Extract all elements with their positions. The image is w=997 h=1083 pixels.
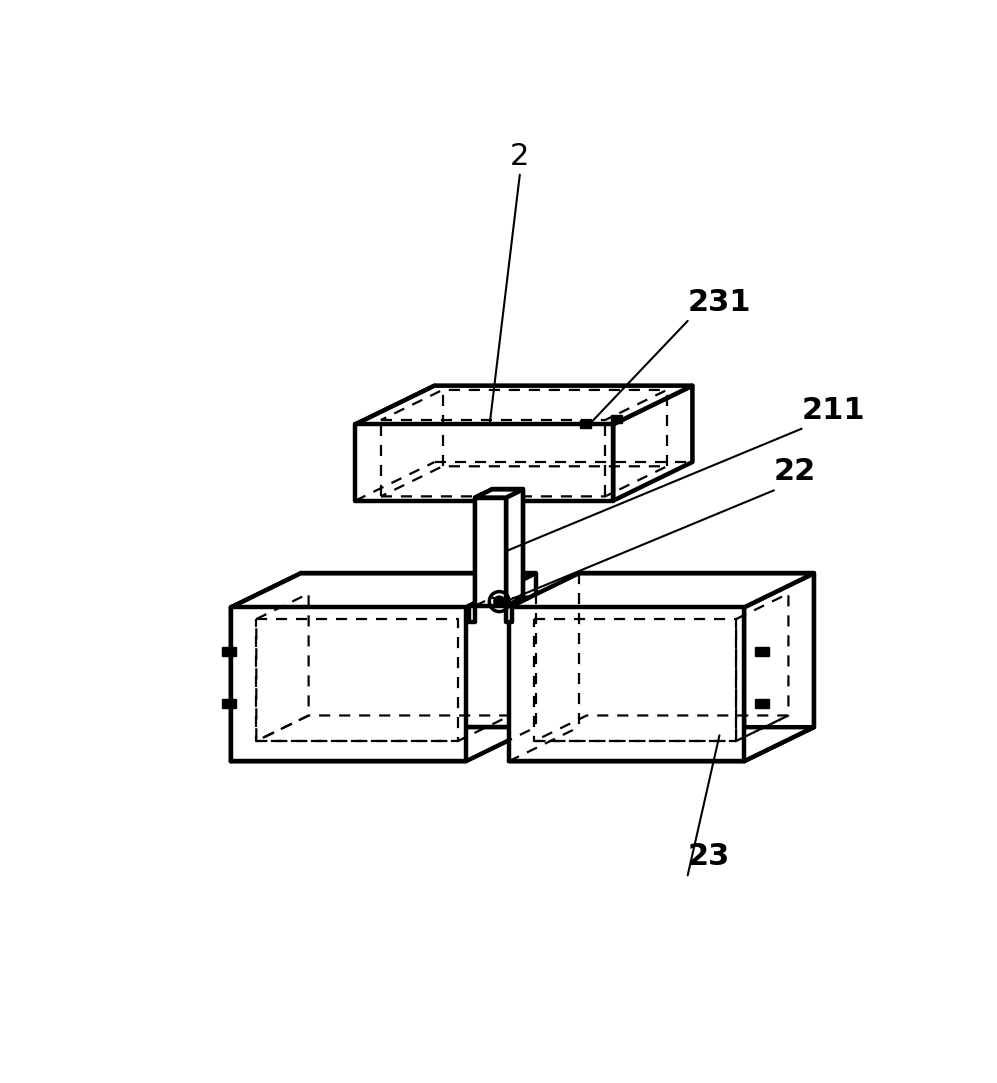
Polygon shape	[356, 386, 435, 500]
Polygon shape	[506, 490, 522, 605]
Polygon shape	[231, 727, 535, 761]
Polygon shape	[476, 490, 522, 497]
Polygon shape	[231, 608, 466, 761]
Polygon shape	[476, 497, 506, 605]
Polygon shape	[613, 386, 692, 500]
Polygon shape	[231, 573, 535, 608]
Polygon shape	[492, 490, 522, 598]
Polygon shape	[356, 425, 613, 500]
Polygon shape	[476, 490, 492, 605]
Polygon shape	[222, 647, 236, 656]
Polygon shape	[435, 386, 692, 462]
Polygon shape	[301, 573, 535, 727]
Polygon shape	[470, 598, 492, 605]
Polygon shape	[578, 573, 814, 727]
Polygon shape	[755, 700, 769, 708]
Text: 2: 2	[510, 142, 529, 171]
Text: 211: 211	[802, 396, 865, 425]
Text: 23: 23	[688, 843, 730, 872]
Text: 22: 22	[774, 457, 817, 486]
Polygon shape	[611, 415, 622, 423]
Polygon shape	[506, 605, 512, 622]
Polygon shape	[231, 573, 301, 761]
Polygon shape	[508, 573, 814, 608]
Polygon shape	[755, 647, 769, 656]
Polygon shape	[222, 700, 236, 708]
Polygon shape	[508, 608, 744, 761]
Polygon shape	[470, 605, 476, 622]
Text: 231: 231	[688, 288, 751, 317]
Circle shape	[494, 596, 504, 608]
Polygon shape	[580, 420, 591, 428]
Polygon shape	[744, 573, 814, 761]
Polygon shape	[356, 386, 692, 425]
Polygon shape	[506, 598, 528, 605]
Polygon shape	[508, 727, 814, 761]
